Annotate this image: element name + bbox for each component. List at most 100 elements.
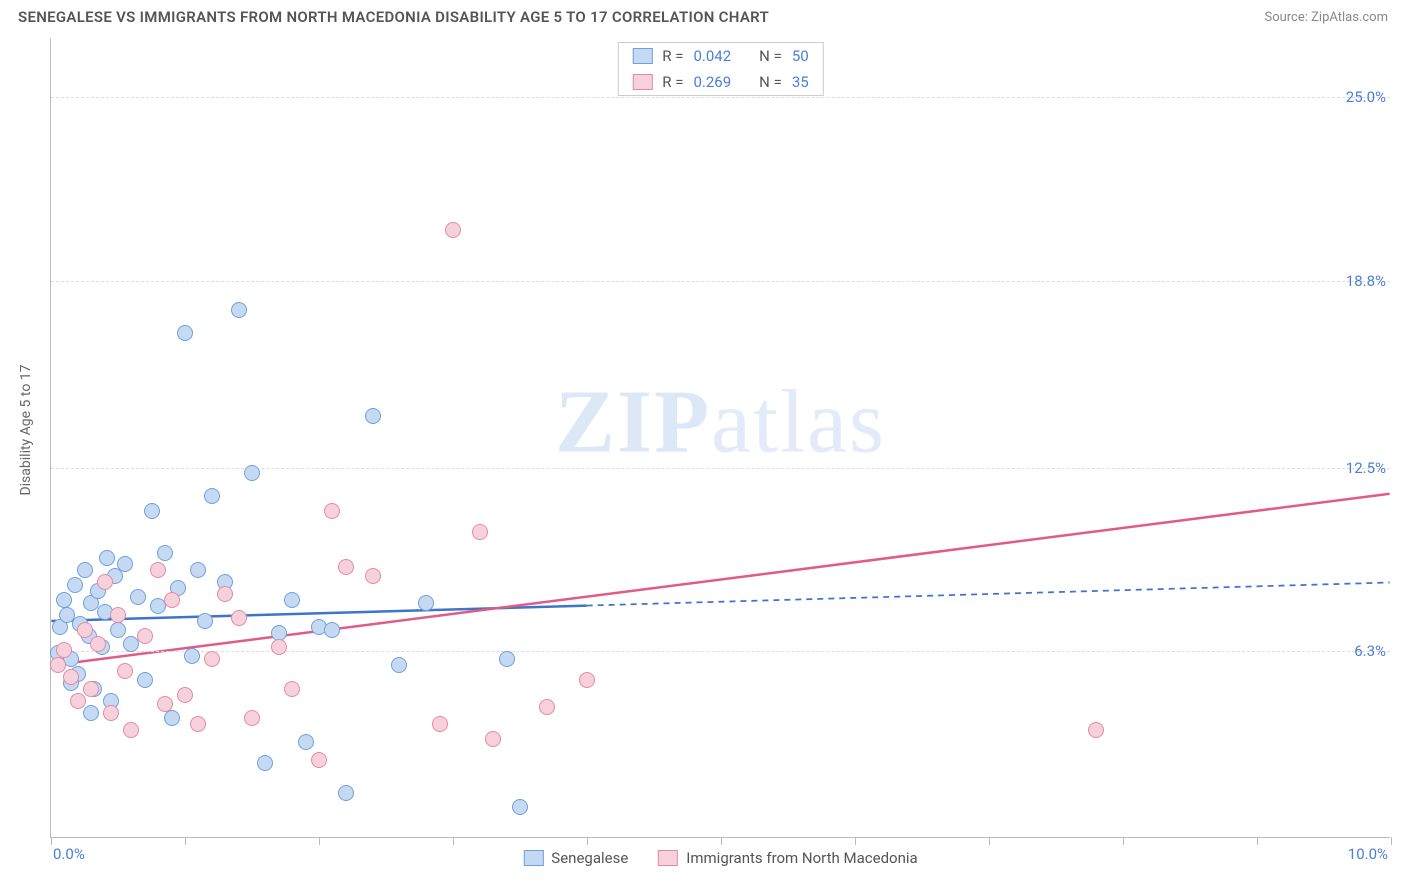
scatter-point — [1088, 722, 1104, 738]
scatter-point — [144, 503, 160, 519]
scatter-point — [137, 672, 153, 688]
regression-line-dashed — [587, 583, 1390, 606]
x-tick — [453, 837, 454, 845]
legend-swatch-icon — [632, 48, 652, 64]
scatter-point — [63, 669, 79, 685]
source-label: Source: ZipAtlas.com — [1264, 10, 1388, 25]
scatter-point — [512, 799, 528, 815]
scatter-point — [217, 586, 233, 602]
x-tick — [587, 837, 588, 845]
x-axis-min-label: 0.0% — [53, 845, 85, 863]
scatter-point — [83, 705, 99, 721]
scatter-point — [117, 663, 133, 679]
scatter-point — [117, 556, 133, 572]
legend-correlation: R = 0.042 N = 50 R = 0.269 N = 35 — [617, 42, 823, 96]
regression-line-solid — [51, 494, 1389, 666]
scatter-point — [56, 592, 72, 608]
scatter-point — [67, 577, 83, 593]
scatter-point — [177, 687, 193, 703]
scatter-point — [130, 589, 146, 605]
scatter-point — [83, 681, 99, 697]
scatter-point — [164, 592, 180, 608]
scatter-point — [257, 755, 273, 771]
scatter-point — [50, 657, 66, 673]
x-axis-max-label: 10.0% — [1348, 845, 1388, 863]
scatter-point — [365, 568, 381, 584]
scatter-point — [391, 657, 407, 673]
x-tick — [51, 837, 52, 845]
scatter-point — [365, 408, 381, 424]
legend-item-label: Senegalese — [551, 849, 628, 867]
legend-r-value: 0.269 — [693, 73, 731, 91]
x-tick — [989, 837, 990, 845]
scatter-point — [184, 648, 200, 664]
scatter-point — [284, 592, 300, 608]
legend-row: R = 0.269 N = 35 — [618, 69, 822, 95]
x-tick — [185, 837, 186, 845]
legend-r-value: 0.042 — [693, 47, 731, 65]
scatter-point — [539, 699, 555, 715]
watermark-atlas: atlas — [711, 372, 886, 471]
scatter-point — [77, 562, 93, 578]
scatter-point — [244, 710, 260, 726]
scatter-point — [150, 562, 166, 578]
scatter-point — [271, 625, 287, 641]
legend-r-label: R = — [662, 73, 683, 91]
legend-item-label: Immigrants from North Macedonia — [686, 849, 917, 867]
x-tick — [855, 837, 856, 845]
y-axis-title: Disability Age 5 to 17 — [18, 364, 34, 495]
legend-swatch-icon — [523, 850, 543, 866]
scatter-point — [298, 734, 314, 750]
scatter-point — [197, 613, 213, 629]
legend-n-value: 50 — [792, 47, 809, 65]
legend-item: Immigrants from North Macedonia — [658, 849, 917, 867]
scatter-point — [204, 488, 220, 504]
scatter-point — [418, 595, 434, 611]
scatter-point — [445, 222, 461, 238]
x-tick — [319, 837, 320, 845]
scatter-point — [579, 672, 595, 688]
watermark: ZIPatlas — [555, 370, 886, 473]
scatter-point — [190, 716, 206, 732]
legend-row: R = 0.042 N = 50 — [618, 43, 822, 69]
scatter-point — [338, 559, 354, 575]
scatter-point — [97, 574, 113, 590]
x-tick — [1391, 837, 1392, 845]
scatter-point — [123, 722, 139, 738]
scatter-point — [472, 524, 488, 540]
legend-swatch-icon — [632, 74, 652, 90]
scatter-point — [204, 651, 220, 667]
y-tick-label: 18.8% — [1346, 272, 1392, 290]
scatter-point — [177, 325, 193, 341]
scatter-point — [338, 785, 354, 801]
scatter-point — [244, 465, 260, 481]
scatter-point — [103, 705, 119, 721]
scatter-point — [324, 503, 340, 519]
scatter-point — [157, 545, 173, 561]
scatter-point — [231, 302, 247, 318]
chart-plot-area: ZIPatlas R = 0.042 N = 50 R = 0.269 N = … — [50, 38, 1390, 838]
legend-n-label: N = — [759, 73, 782, 91]
scatter-point — [164, 710, 180, 726]
y-tick-label: 6.3% — [1354, 642, 1392, 660]
scatter-point — [157, 696, 173, 712]
scatter-point — [70, 693, 86, 709]
legend-r-label: R = — [662, 47, 683, 65]
gridline — [51, 281, 1390, 282]
y-tick-label: 25.0% — [1346, 88, 1392, 106]
scatter-point — [110, 607, 126, 623]
legend-series: Senegalese Immigrants from North Macedon… — [523, 849, 917, 867]
scatter-point — [137, 628, 153, 644]
y-tick-label: 12.5% — [1346, 459, 1392, 477]
scatter-point — [99, 550, 115, 566]
scatter-point — [56, 642, 72, 658]
scatter-point — [499, 651, 515, 667]
legend-n-label: N = — [759, 47, 782, 65]
scatter-point — [231, 610, 247, 626]
scatter-point — [284, 681, 300, 697]
gridline — [51, 97, 1390, 98]
scatter-point — [324, 622, 340, 638]
legend-n-value: 35 — [792, 73, 809, 91]
legend-swatch-icon — [658, 850, 678, 866]
scatter-point — [190, 562, 206, 578]
